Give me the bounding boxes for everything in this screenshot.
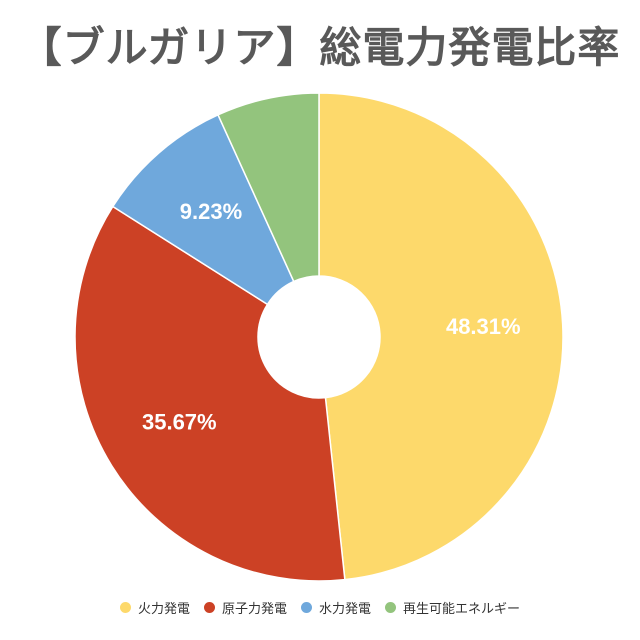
data-label: 35.67% [142, 410, 217, 435]
legend-item-nuclear: 原子力発電 [203, 598, 287, 617]
slice-thermal [318, 92, 564, 581]
legend-marker [385, 602, 397, 613]
data-label: 9.23% [180, 199, 242, 224]
legend-marker [119, 602, 131, 613]
legend-item-renewable: 再生可能エネルギー [385, 598, 520, 617]
legend-label: 火力発電 [137, 602, 190, 617]
data-label: 48.31% [446, 314, 521, 339]
legend-label: 再生可能エネルギー [403, 602, 521, 617]
legend-item-hydro: 水力発電 [301, 598, 371, 617]
chart-title: 【ブルガリア】総電力発電比率 [19, 23, 621, 72]
slice-renewable [217, 92, 320, 283]
chart-legend: 火力発電 原子力発電 水力発電 再生可能エネルギー [0, 598, 640, 617]
legend-label: 水力発電 [319, 602, 372, 617]
slice-nuclear [74, 205, 346, 582]
legend-marker [301, 602, 312, 613]
legend-label: 原子力発電 [221, 602, 287, 617]
legend-item-thermal: 火力発電 [119, 598, 190, 617]
legend-marker [203, 602, 215, 613]
slice-hydro [111, 113, 295, 306]
